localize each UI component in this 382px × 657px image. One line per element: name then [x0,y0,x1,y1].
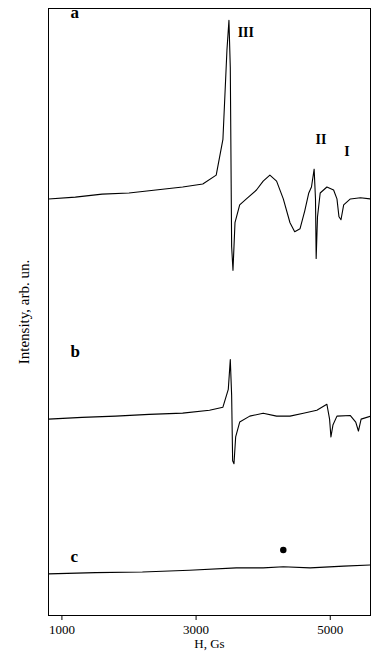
svg-text:1000: 1000 [49,622,75,637]
svg-text:b: b [71,342,80,361]
svg-text:II: II [315,132,326,147]
svg-text:3000: 3000 [183,622,209,637]
svg-text:c: c [71,547,79,566]
svg-text:I: I [344,144,349,159]
svg-text:H, Gs: H, Gs [194,636,224,651]
svg-text:III: III [238,25,254,40]
svg-text:Intensity, arb. un.: Intensity, arb. un. [16,260,32,364]
svg-text:a: a [71,3,80,22]
svg-text:5000: 5000 [317,622,343,637]
